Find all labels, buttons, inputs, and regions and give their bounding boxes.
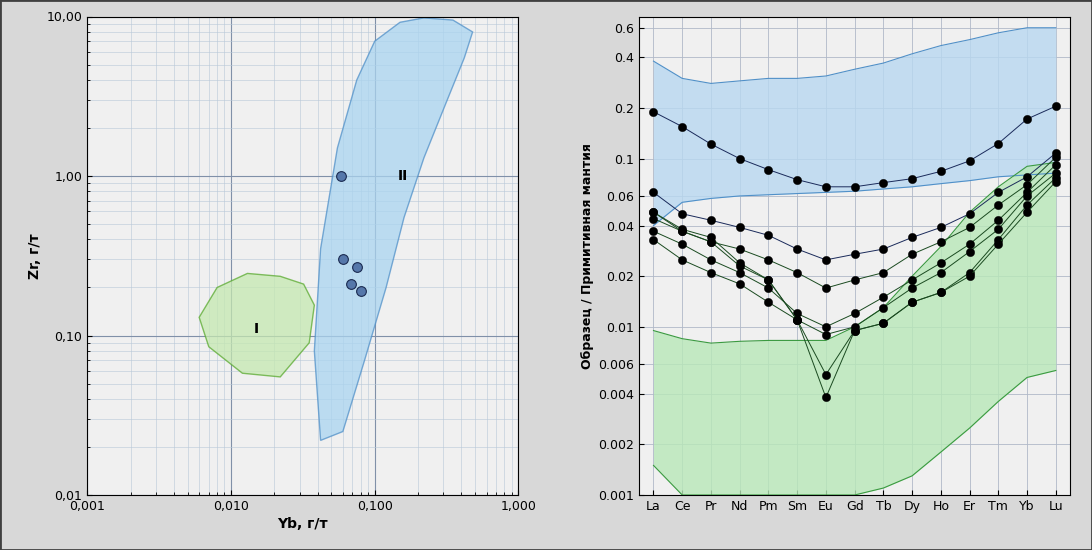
Polygon shape bbox=[199, 273, 314, 377]
Y-axis label: Образец / Примитивная мантия: Образец / Примитивная мантия bbox=[581, 143, 594, 368]
Y-axis label: Zr, г/т: Zr, г/т bbox=[28, 233, 43, 278]
Text: I: I bbox=[253, 322, 259, 336]
Text: II: II bbox=[397, 169, 408, 183]
Polygon shape bbox=[314, 18, 473, 441]
X-axis label: Yb, г/т: Yb, г/т bbox=[277, 517, 329, 531]
